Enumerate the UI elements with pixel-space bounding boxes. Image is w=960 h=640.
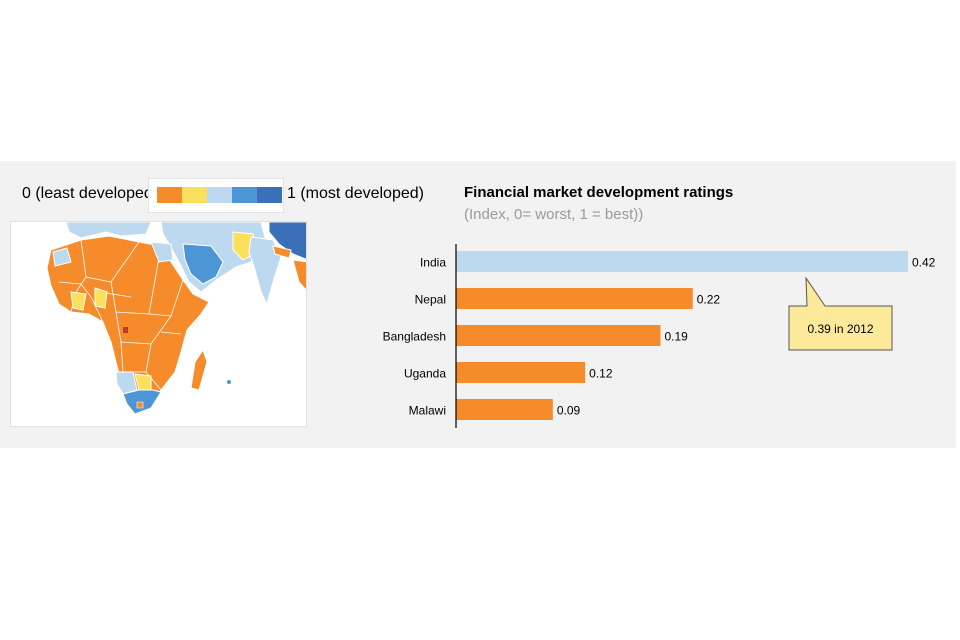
map-arabia [182,243,224,285]
value-label: 0.09 [557,404,581,418]
color-swatch-2 [182,187,207,203]
category-label: Malawi [409,404,446,418]
map-nepal [272,245,292,259]
map-india [248,236,282,306]
value-label: 0.42 [912,256,936,270]
category-label: Bangladesh [383,330,446,344]
map-madagascar [190,348,208,391]
color-swatch-5 [257,187,282,203]
chart-subtitle: (Index, 0= worst, 1 = best)) [464,206,644,223]
value-label: 0.19 [664,330,688,344]
map-lesotho [136,401,144,409]
color-swatch-1 [157,187,182,203]
legend-low-label: 0 (least developed [22,185,153,202]
bar-bangladesh [456,325,661,346]
annotation-text: 0.39 in 2012 [807,322,873,336]
map-europe [65,222,152,239]
map-west-africa-yellow [70,291,87,311]
map-east-asia [268,222,306,260]
bar-uganda [456,362,586,383]
map-svg [11,222,306,426]
value-label: 0.12 [589,367,613,381]
map-ghana [94,287,108,309]
category-label: India [420,256,446,270]
map-egypt [150,241,174,263]
legend-high-label: 1 (most developed) [287,185,424,202]
choropleth-map [10,221,307,427]
category-label: Uganda [404,367,446,381]
bar-malawi [456,399,553,420]
value-label: 0.22 [697,293,721,307]
map-morocco [52,247,72,267]
bar-nepal [456,288,693,309]
map-small-country [123,327,128,333]
chart-title: Financial market development ratings [464,184,734,201]
color-scale-legend [148,178,284,213]
color-swatch-3 [207,187,232,203]
map-mauritius [227,380,231,384]
map-southeast-asia [292,259,306,291]
color-swatch-4 [232,187,257,203]
bar-india [456,251,908,272]
annotation-callout [788,276,893,351]
category-label: Nepal [415,293,446,307]
